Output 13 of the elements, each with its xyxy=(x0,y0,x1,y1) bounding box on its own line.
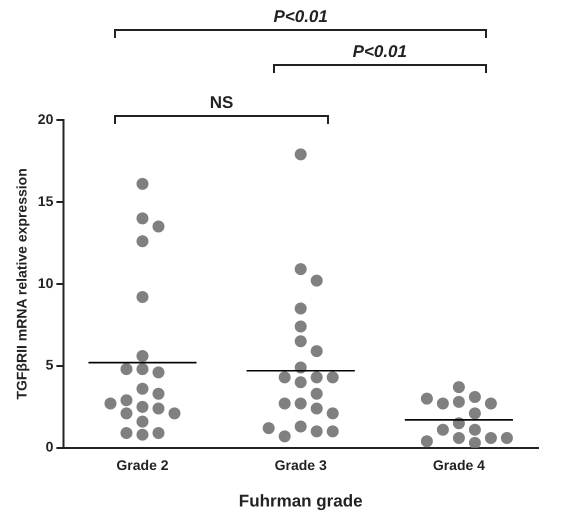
x-tick-label: Grade 3 xyxy=(274,457,327,474)
y-tick-label: 20 xyxy=(38,110,54,127)
x-axis-title: Fuhrman grade xyxy=(238,491,363,510)
text: P<0.01 xyxy=(352,42,407,62)
x-tick-label: Grade 2 xyxy=(116,457,169,474)
x-tick-label: Grade 4 xyxy=(432,457,486,474)
y-axis-title: TGFβRII mRNA relative expression xyxy=(13,168,30,400)
y-tick-label: 10 xyxy=(38,274,54,291)
y-tick-label: 15 xyxy=(38,192,54,209)
y-tick-label: 5 xyxy=(46,356,54,373)
text: P<0.01 xyxy=(273,7,328,27)
y-tick-label: 0 xyxy=(46,438,54,455)
text: NS xyxy=(210,93,234,113)
